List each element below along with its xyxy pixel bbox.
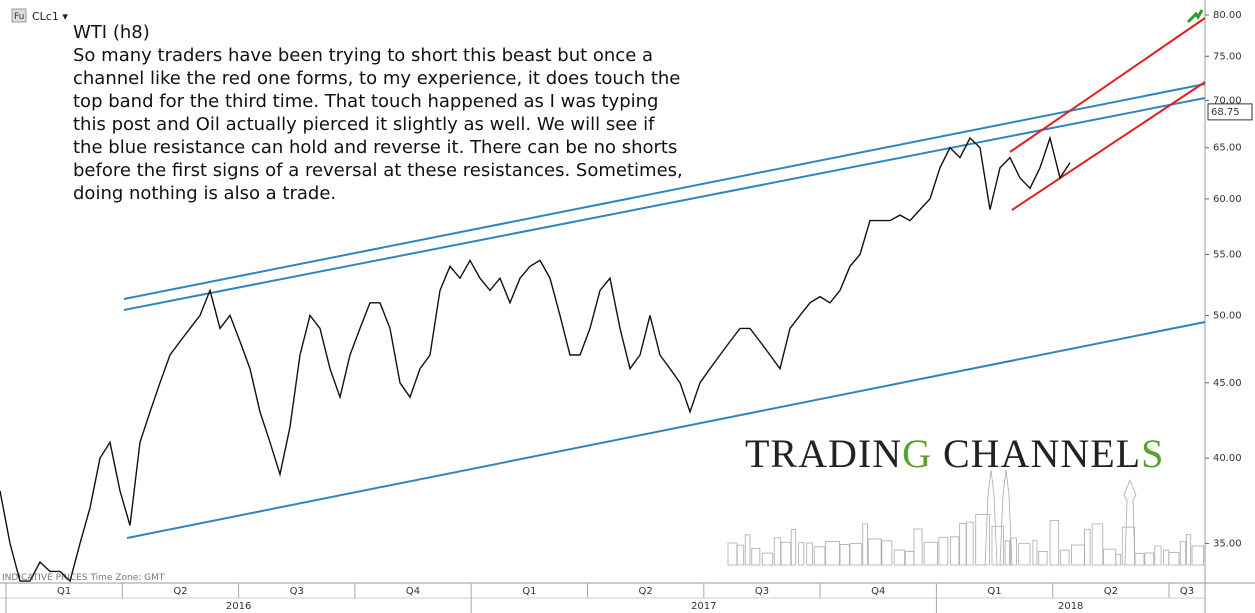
building bbox=[1186, 533, 1192, 566]
building bbox=[923, 541, 938, 566]
x-tick-label: Q1 bbox=[57, 586, 71, 597]
building bbox=[975, 514, 990, 566]
note-line: this post and Oil actually pierced it sl… bbox=[73, 114, 655, 135]
building bbox=[790, 529, 797, 566]
building bbox=[991, 525, 1004, 566]
building bbox=[1032, 539, 1038, 566]
building bbox=[966, 521, 974, 566]
building bbox=[825, 541, 840, 566]
building bbox=[913, 528, 923, 566]
building bbox=[849, 543, 863, 566]
logo-part: S bbox=[1141, 431, 1164, 476]
year-label: 2016 bbox=[226, 601, 251, 612]
x-tick-label: Q3 bbox=[290, 586, 304, 597]
price-line bbox=[0, 135, 1071, 583]
building bbox=[1084, 528, 1091, 566]
building bbox=[1154, 545, 1162, 566]
channel-line bbox=[1009, 17, 1206, 153]
year-label: 2018 bbox=[1058, 601, 1083, 612]
note-line: doing nothing is also a trade. bbox=[73, 183, 336, 204]
price-tag-box bbox=[1207, 103, 1253, 121]
logo-part: G bbox=[902, 431, 932, 476]
building bbox=[1060, 549, 1070, 566]
x-tick-label: Q2 bbox=[173, 586, 187, 597]
y-tick-label: 45.00 bbox=[1213, 378, 1242, 389]
building bbox=[813, 546, 826, 566]
price-tag: 68.75 bbox=[1211, 107, 1240, 118]
skyline bbox=[727, 469, 1204, 566]
building bbox=[1144, 552, 1155, 566]
symbol[interactable]: CLc1 ▾ bbox=[32, 10, 68, 23]
building bbox=[1038, 550, 1048, 566]
building bbox=[1191, 545, 1204, 566]
logo-part: CHANNEL bbox=[932, 431, 1141, 476]
building bbox=[1179, 541, 1186, 566]
y-tick-label: 35.00 bbox=[1213, 538, 1242, 549]
building bbox=[1004, 540, 1010, 566]
building bbox=[1010, 537, 1017, 566]
note-title: WTI (h8) bbox=[73, 22, 150, 43]
note-line: before the first signs of a reversal at … bbox=[73, 160, 683, 181]
building bbox=[839, 544, 850, 566]
x-tick-label: Q2 bbox=[639, 586, 653, 597]
y-tick-label: 70.00 bbox=[1213, 95, 1242, 106]
x-tick-label: Q3 bbox=[755, 586, 769, 597]
badge-box[interactable] bbox=[11, 8, 27, 23]
building bbox=[1091, 523, 1104, 566]
y-tick-label: 40.00 bbox=[1213, 453, 1242, 464]
x-tick-label: Q1 bbox=[987, 586, 1001, 597]
building bbox=[780, 541, 792, 566]
year-label: 2017 bbox=[691, 601, 716, 612]
x-tick-label: Q4 bbox=[871, 586, 885, 597]
y-tick-label: 75.00 bbox=[1213, 51, 1242, 62]
status-icon[interactable] bbox=[1186, 9, 1204, 24]
trend-line bbox=[123, 97, 1206, 311]
tower bbox=[984, 469, 1137, 566]
building bbox=[938, 536, 949, 566]
footer-note: INDICATIVE PRICES Time Zone: GMT bbox=[2, 573, 165, 583]
y-tick-label: 55.00 bbox=[1213, 250, 1242, 261]
note-line: top band for the third time. That touch … bbox=[73, 91, 658, 112]
x-tick-label: Q2 bbox=[1104, 586, 1118, 597]
building bbox=[806, 542, 814, 566]
x-tick-label: Q3 bbox=[1180, 586, 1194, 597]
logo-part: TRADIN bbox=[745, 431, 902, 476]
note-line: the blue resistance can hold and reverse… bbox=[73, 137, 677, 158]
x-tick-label: Q4 bbox=[406, 586, 420, 597]
logo: TRADING CHANNELS bbox=[745, 431, 1164, 476]
channel-line bbox=[1011, 81, 1206, 211]
building bbox=[751, 547, 761, 566]
building bbox=[798, 542, 805, 566]
building bbox=[1168, 552, 1180, 566]
y-tick-label: 60.00 bbox=[1213, 194, 1242, 205]
building bbox=[744, 534, 751, 566]
badge[interactable]: Fu bbox=[14, 12, 24, 22]
note-line: channel like the red one forms, to my ex… bbox=[73, 68, 680, 89]
building bbox=[881, 540, 893, 566]
building bbox=[862, 523, 868, 566]
y-tick-label: 65.00 bbox=[1213, 143, 1242, 154]
building bbox=[1018, 543, 1031, 566]
note-line: So many traders have been trying to shor… bbox=[73, 45, 653, 66]
building bbox=[1115, 553, 1122, 566]
x-tick-label: Q1 bbox=[522, 586, 536, 597]
building bbox=[773, 537, 782, 566]
building bbox=[867, 538, 882, 566]
building bbox=[1049, 520, 1060, 566]
trend-line bbox=[123, 83, 1206, 300]
building bbox=[949, 536, 960, 566]
trend-line bbox=[126, 321, 1206, 539]
building bbox=[893, 549, 906, 566]
y-tick-label: 50.00 bbox=[1213, 310, 1242, 321]
building bbox=[761, 552, 774, 566]
y-tick-label: 80.00 bbox=[1213, 10, 1242, 21]
building bbox=[736, 544, 745, 566]
